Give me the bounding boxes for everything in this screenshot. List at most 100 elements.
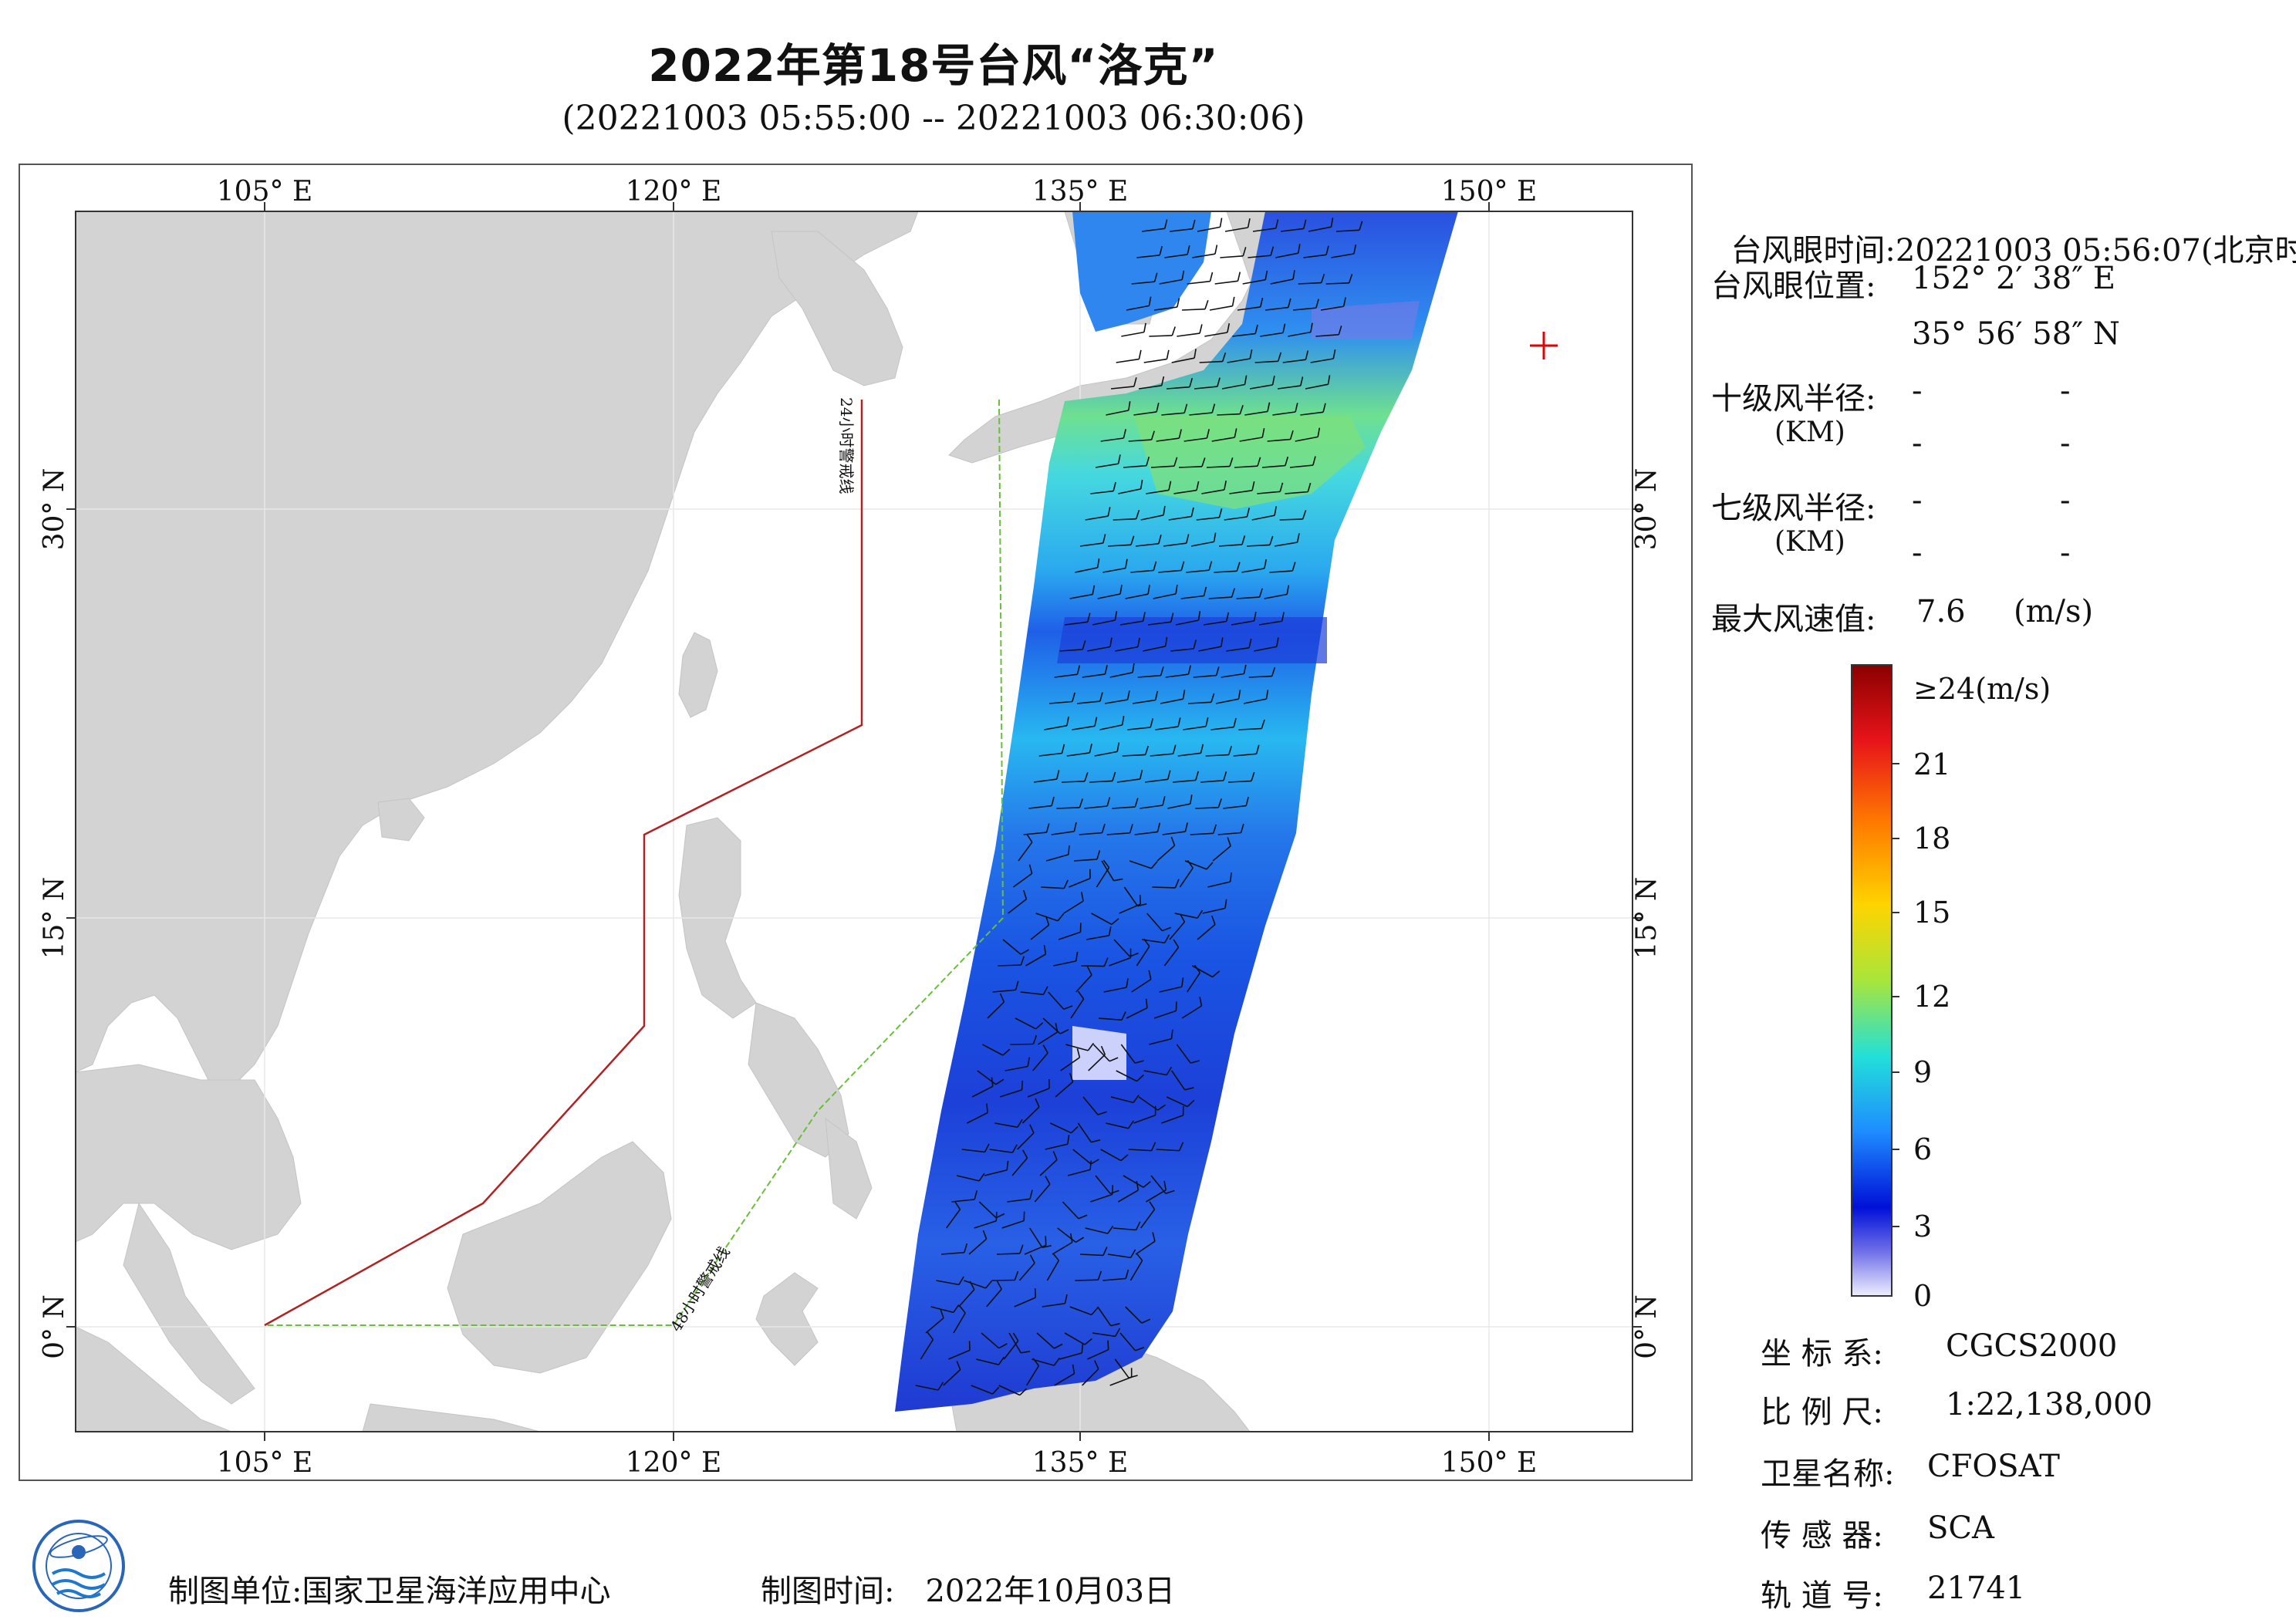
wind-barb [1084,805,1108,809]
wind-barb [1051,831,1075,835]
wind-barb [1217,832,1241,835]
wind-barb [1089,780,1113,783]
wind-barb [915,1385,939,1391]
wind-barb-flag [1109,1057,1119,1062]
wind-barb [1221,383,1245,390]
wind-barb [1169,228,1193,232]
wind-barb [1203,620,1227,626]
wind-barb [1079,832,1102,835]
wind-barb [1058,931,1081,940]
wind-barb-flag [1168,481,1172,491]
wind-barb-flag [1300,376,1304,386]
warning-line-48h [265,399,1004,1326]
wind-barb-flag [996,1281,1002,1290]
wind-barb-flag [1052,1253,1060,1261]
wind-barb [1100,437,1124,442]
org-label: 制图单位: [168,1574,302,1609]
wind-barb-flag [1092,585,1096,595]
wind-barb [1152,886,1176,889]
wind-barb [1243,698,1267,704]
scale-value: 1:22,138,000 [1946,1387,2152,1422]
wind-barb [1092,619,1116,626]
wind-barb-flag [1245,796,1249,806]
wind-barb [1021,1106,1040,1124]
wind-barb [1300,411,1324,416]
wind-barb [1183,725,1207,731]
eye-time-label: 台风眼时间: [1730,233,1896,268]
wind-barb [1303,254,1327,258]
date-label: 制图时间: [761,1574,895,1609]
wind-barb [1187,280,1210,285]
wind-barb-flag [1148,296,1152,306]
wind-barb [1091,913,1113,926]
wind-barb-flag [1152,1232,1156,1242]
wind-barb [1163,542,1187,547]
wind-barb-flag [1193,639,1197,650]
wind-barb [1261,464,1285,468]
wind-barb-flag [1149,1201,1156,1210]
wind-barb [1015,1017,1037,1030]
wind-barb-flag [1096,558,1100,569]
wind-barb-flag [1097,1111,1107,1115]
wind-barb [1037,1031,1059,1045]
wind-barb-flag [1123,429,1126,439]
wind-barb [1217,413,1241,416]
wind-barb [1211,437,1235,442]
wind-barb-flag [1134,798,1139,808]
wind-barb-flag [1178,1142,1184,1152]
wind-barb [984,1169,1008,1176]
wind-barb-flag [1219,218,1223,228]
wind-barb-flag [1042,1245,1052,1248]
wind-barb-flag [1094,717,1098,727]
wind-barb-flag [1197,611,1201,621]
wind-barb [1090,490,1114,494]
wind-barb-flag [964,1243,968,1253]
wind-barb [1170,648,1194,652]
wind-barb [1121,331,1145,337]
wind-barb [1192,253,1216,258]
wind-barb [1053,960,1076,967]
wind-barb [1174,913,1198,919]
wind-barb [1257,491,1281,494]
wind-barb-flag [1107,1340,1109,1350]
wind-barb [1136,946,1150,967]
wind-barb [1102,567,1126,573]
wind-barb-flag [1320,273,1325,283]
colorbar-tick-label: 6 [1913,1132,1932,1166]
wind-barb-flag [1147,585,1150,595]
wind-barb-flag [1157,1104,1167,1111]
wind-barb [1138,1096,1159,1111]
wind-barb-flag [1045,823,1050,833]
wind-barb [1077,1122,1092,1143]
wind-barb-flag [1134,1060,1144,1064]
wind-barb [1189,412,1213,416]
wind-barb-flag [1137,637,1140,647]
wind-barb-flag [1224,899,1227,909]
wind-barb-flag [1069,1233,1073,1243]
wind-barb-flag [1086,966,1092,976]
wind-barb [1088,1054,1106,1071]
wind-barb [1033,778,1057,783]
wind-barb-flag [1132,663,1135,673]
wind-barb [971,1385,993,1395]
wind-barb [1252,228,1276,232]
wind-barb [1110,1096,1134,1104]
wind-barb-flag [1089,744,1092,754]
wind-barb-flag [1103,957,1109,967]
wind-barb-flag [1094,1360,1099,1370]
wind-barb [1215,698,1239,704]
wind-barb [967,1112,988,1124]
wind-barb-flag [1129,824,1133,834]
colorbar-tick-label: 15 [1913,896,1950,930]
wind-barb [1141,939,1165,944]
wind-barb-flag [1135,510,1140,519]
crs-label: 坐 标 系: [1761,1336,1883,1372]
wind-barb-flag [1072,1364,1075,1374]
wind-barb-flag [1029,1254,1035,1264]
wind-barb-flag [1173,457,1178,467]
wind-barb-flag [1032,1034,1038,1044]
wind-barb [1269,570,1293,573]
wind-barb-flag [1153,272,1158,282]
wind-barb [1109,672,1133,678]
wind-barb [964,1280,986,1289]
